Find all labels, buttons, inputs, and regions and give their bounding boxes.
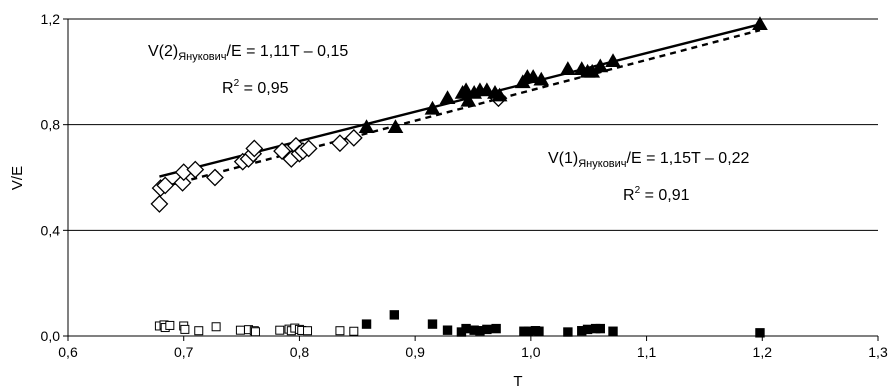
annotation-eq2: V(2)Янукович/E = 1,11T – 0,15 R2 = 0,95	[148, 43, 348, 97]
svg-text:V(1)Янукович/E = 1,15T – 0,22: V(1)Янукович/E = 1,15T – 0,22	[548, 150, 750, 170]
point-filled-square	[442, 325, 453, 335]
eq1-main: V(1)	[548, 150, 578, 167]
point-open-diamond	[156, 176, 175, 195]
svg-text:R2 = 0,95: R2 = 0,95	[222, 78, 289, 97]
point-open-square	[303, 326, 313, 336]
x-tick-label: 0,8	[290, 344, 310, 360]
point-filled-triangle	[560, 61, 576, 75]
svg-text:R2 = 0,91: R2 = 0,91	[623, 185, 690, 204]
point-filled-triangle	[605, 53, 621, 68]
svg-text:V(2)Янукович/E = 1,11T – 0,15: V(2)Янукович/E = 1,11T – 0,15	[148, 43, 348, 63]
point-open-square	[235, 325, 245, 335]
eq2-r2-label: R	[222, 80, 234, 97]
point-open-square	[194, 326, 204, 336]
point-open-diamond	[173, 173, 192, 192]
eq1-r2-value: = 0,91	[640, 187, 689, 204]
tick-labels: 0,0 0,4 0,8 1,2 0,6 0,7 0,8 0,9 1,0 1,1 1,2 1,3	[41, 11, 888, 360]
eq2-r2-sup: 2	[234, 78, 240, 89]
x-tick-label: 1,1	[637, 344, 657, 360]
point-filled-triangle	[358, 119, 375, 134]
y-axis-title: V/E	[9, 166, 26, 190]
point-filled-square	[491, 323, 501, 334]
x-tick-label: 1,3	[868, 344, 888, 360]
eq1-r2-label: R	[623, 187, 635, 204]
trendline-dashed	[159, 29, 761, 190]
point-open-square	[335, 326, 345, 336]
point-filled-triangle	[752, 16, 768, 31]
point-open-diamond	[206, 168, 224, 187]
point-open-square	[180, 324, 190, 334]
point-filled-square	[461, 323, 471, 334]
y-tick-label: 0,8	[41, 117, 61, 133]
point-filled-square	[595, 323, 605, 334]
x-tick-label: 0,9	[405, 344, 425, 360]
x-tick-label: 1,0	[521, 344, 541, 360]
point-filled-triangle	[533, 71, 550, 86]
x-tick-label: 0,6	[58, 344, 78, 360]
point-open-diamond	[299, 139, 318, 158]
point-filled-square	[582, 324, 593, 335]
point-filled-square	[361, 319, 372, 329]
point-filled-square	[482, 324, 492, 335]
point-filled-square	[389, 310, 400, 320]
eq2-subscript: Янукович	[178, 51, 226, 63]
point-filled-triangle	[479, 82, 495, 97]
y-tick-label: 0,0	[41, 328, 61, 344]
point-filled-square	[608, 326, 618, 336]
point-open-diamond	[344, 128, 363, 147]
x-axis-title: T	[513, 373, 522, 387]
y-tick-label: 1,2	[41, 11, 61, 27]
point-filled-triangle	[387, 119, 404, 134]
point-open-square	[275, 325, 285, 335]
point-filled-triangle	[525, 69, 542, 83]
point-filled-triangle	[460, 92, 477, 107]
point-filled-triangle	[592, 58, 609, 73]
point-filled-triangle	[491, 87, 508, 102]
point-filled-triangle	[458, 82, 474, 97]
point-open-diamond	[331, 134, 349, 153]
y-tick-label: 0,4	[41, 222, 61, 238]
data-points	[150, 16, 768, 338]
point-filled-square	[563, 327, 573, 337]
axes	[63, 18, 879, 341]
point-open-diamond	[186, 160, 205, 179]
annotation-eq1: V(1)Янукович/E = 1,15T – 0,22 R2 = 0,91	[548, 150, 750, 204]
x-tick-label: 1,2	[753, 344, 773, 360]
point-filled-square	[534, 326, 544, 336]
eq1-subscript: Янукович	[578, 158, 626, 170]
point-open-square	[211, 322, 221, 332]
grid-lines	[68, 18, 878, 231]
point-open-diamond	[150, 194, 169, 213]
point-filled-square	[427, 319, 438, 329]
point-open-square	[250, 327, 260, 337]
point-open-square	[349, 326, 359, 336]
point-open-diamond	[273, 142, 291, 161]
point-filled-triangle	[424, 100, 441, 115]
eq2-equation: /E = 1,11T – 0,15	[227, 43, 349, 60]
x-tick-label: 0,7	[174, 344, 194, 360]
eq1-equation: /E = 1,15T – 0,22	[627, 150, 750, 167]
point-filled-square	[755, 328, 765, 338]
eq1-r2-sup: 2	[635, 185, 641, 196]
eq2-main: V(2)	[148, 43, 178, 60]
eq2-r2-value: = 0,95	[239, 80, 288, 97]
point-open-diamond	[245, 139, 264, 158]
point-filled-triangle	[439, 90, 456, 104]
point-open-square	[165, 320, 175, 330]
